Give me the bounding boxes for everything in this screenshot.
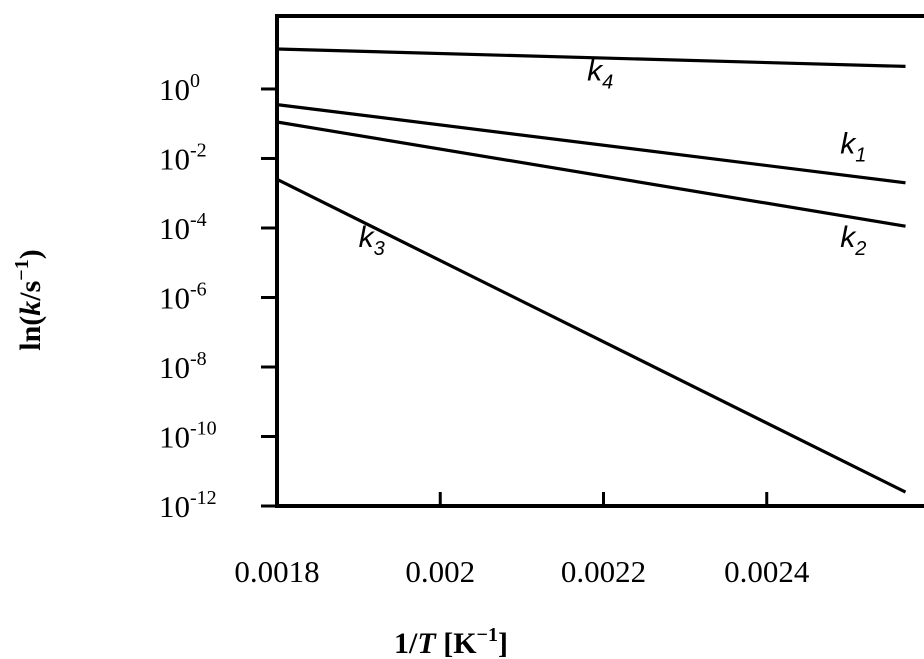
series-label-k4: k4 — [587, 54, 613, 93]
plot-frame — [275, 14, 924, 508]
y-tick-label: 100 — [159, 70, 200, 107]
series-line-k1 — [276, 103, 906, 185]
series-label-k2: k2 — [840, 221, 866, 260]
x-tick-label: 0.0022 — [561, 554, 646, 589]
series-line-k2 — [276, 120, 906, 228]
y-tick-label: 10-6 — [159, 278, 207, 315]
series-label-k3: k3 — [359, 221, 385, 260]
x-axis-title: 1/T [K−1] — [394, 624, 508, 659]
y-tick-label: 10-4 — [159, 209, 207, 246]
y-axis-title: ln(k/s−1) — [11, 249, 47, 350]
x-tick-label: 0.0018 — [234, 554, 319, 589]
y-tick-label: 10-8 — [159, 348, 207, 385]
series-line-k3 — [276, 177, 907, 494]
series-label-k1: k1 — [840, 127, 866, 166]
series-line-k4 — [276, 47, 906, 68]
y-tick-label: 10-10 — [159, 417, 217, 454]
x-tick-label: 0.0024 — [724, 554, 810, 589]
x-tick-label: 0.002 — [405, 554, 475, 589]
y-tick-label: 10-2 — [159, 139, 207, 176]
y-tick-label: 10-12 — [159, 487, 217, 524]
